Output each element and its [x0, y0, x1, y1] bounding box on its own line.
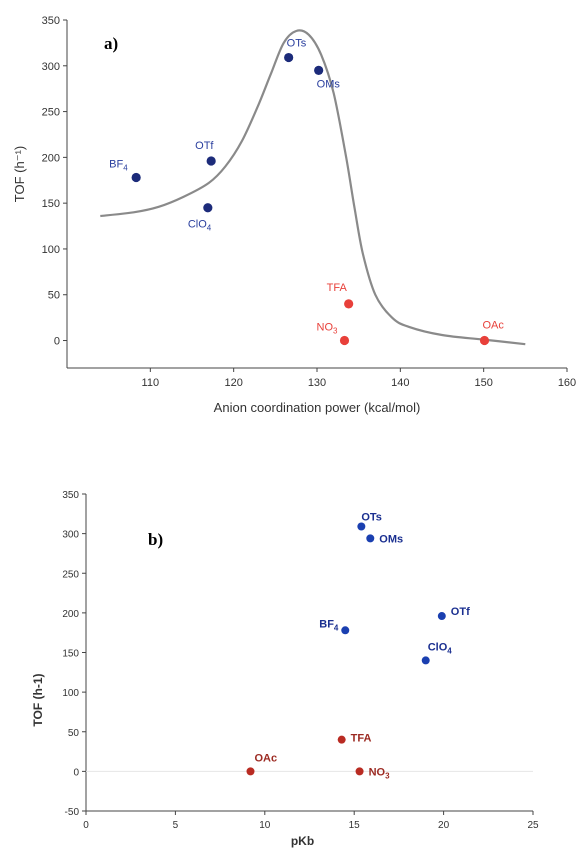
- b-y-tick-label: 300: [62, 530, 79, 541]
- a-point-label-oac: OAc: [483, 320, 505, 332]
- b-point-label-otf: OTf: [451, 606, 470, 618]
- a-x-tick-label: 150: [474, 377, 492, 389]
- b-point-label-bf4: BF4: [319, 618, 339, 632]
- a-x-tick-label: 160: [558, 377, 576, 389]
- b-point-bf4: [341, 626, 350, 635]
- b-y-axis-title: TOF (h-1): [31, 673, 45, 726]
- a-point-label-text: TFA: [327, 282, 348, 294]
- a-point-bf4: [131, 172, 141, 183]
- b-y-tick-label: 350: [62, 490, 79, 501]
- a-point-label-text: OMs: [317, 78, 341, 90]
- b-y-tick-label: 50: [68, 728, 80, 739]
- b-y-tick-label: 200: [62, 609, 79, 620]
- b-point-label-text: OAc: [254, 752, 277, 764]
- b-y-tick-label: 150: [62, 649, 79, 660]
- b-point-label-oms: OMs: [379, 533, 403, 545]
- b-point-oms: [366, 534, 375, 543]
- b-point-tfa: [337, 735, 346, 744]
- b-point-label-oac: OAc: [254, 752, 277, 764]
- b-point-label-text: NO: [369, 766, 386, 778]
- a-point-label-tfa: TFA: [327, 282, 348, 294]
- a-panel-label: a): [104, 34, 118, 53]
- a-x-tick-label: 110: [142, 377, 160, 389]
- a-y-tick-label: 250: [42, 107, 60, 119]
- a-y-tick-label: 350: [42, 15, 60, 27]
- b-y-tick-label: 250: [62, 569, 79, 580]
- a-point-label-no3: NO3: [317, 322, 339, 336]
- a-y-tick-label: 0: [54, 336, 60, 348]
- b-point-label-text: BF: [319, 618, 334, 630]
- b-point-label-clo4: ClO4: [428, 641, 453, 655]
- a-point-label-otf: OTf: [195, 140, 214, 152]
- a-point-label-sub: 3: [333, 327, 338, 336]
- a-y-tick-label: 100: [42, 244, 60, 256]
- b-y-tick-label: 100: [62, 688, 79, 699]
- a-point-label-clo4: ClO4: [188, 219, 212, 233]
- b-point-label-no3: NO3: [369, 766, 391, 780]
- b-point-label-text: OMs: [379, 533, 403, 545]
- b-point-ots: [357, 522, 366, 531]
- a-y-tick-label: 300: [42, 61, 60, 73]
- b-x-axis-title: pKb: [291, 834, 314, 848]
- a-point-oac: [479, 335, 490, 346]
- a-point-label-ots: OTs: [287, 38, 307, 50]
- b-y-tick-label: 0: [73, 767, 79, 778]
- a-x-tick-label: 120: [224, 377, 242, 389]
- a-x-tick-label: 140: [391, 377, 409, 389]
- a-y-tick-label: 200: [42, 152, 60, 164]
- a-point-label-bf4: BF4: [109, 159, 128, 173]
- b-x-tick-label: 0: [83, 820, 89, 831]
- a-x-axis-title: Anion coordination power (kcal/mol): [214, 400, 421, 415]
- b-point-label-sub: 3: [385, 771, 390, 780]
- b-panel-label: b): [148, 530, 163, 549]
- b-point-label-text: OTs: [361, 511, 382, 523]
- a-y-axis-title: TOF (h⁻¹): [12, 146, 27, 202]
- a-point-clo4: [203, 203, 213, 213]
- a-fit-curve: [100, 29, 526, 346]
- a-y-tick-label: 150: [42, 198, 60, 210]
- a-point-label-sub: 4: [207, 224, 212, 233]
- a-point-label-text: OAc: [483, 320, 505, 332]
- a-point-label-text: NO: [317, 322, 334, 334]
- a-point-ots: [284, 52, 294, 63]
- b-point-label-sub: 4: [447, 646, 452, 655]
- a-point-label-text: ClO: [188, 219, 207, 231]
- a-point-label-sub: 4: [123, 164, 128, 173]
- b-point-label-ots: OTs: [361, 511, 382, 523]
- a-point-tfa: [344, 299, 354, 309]
- b-point-clo4: [421, 656, 430, 665]
- a-point-oms: [314, 65, 324, 75]
- b-point-label-tfa: TFA: [351, 733, 372, 745]
- b-x-tick-label: 25: [527, 820, 539, 831]
- a-y-tick-label: 50: [48, 290, 60, 302]
- a-point-label-text: OTs: [287, 38, 307, 50]
- b-point-label-text: OTf: [451, 606, 470, 618]
- a-point-label-text: BF: [109, 159, 123, 171]
- a-x-tick-label: 130: [308, 377, 326, 389]
- b-point-label-text: TFA: [351, 733, 372, 745]
- b-point-label-text: ClO: [428, 641, 448, 653]
- a-point-label-text: OTf: [195, 140, 214, 152]
- b-point-oac: [246, 767, 255, 776]
- b-point-otf: [437, 612, 446, 621]
- b-point-no3: [355, 767, 364, 776]
- b-x-tick-label: 20: [438, 820, 450, 831]
- b-x-tick-label: 5: [173, 820, 179, 831]
- b-point-label-sub: 4: [334, 623, 339, 632]
- b-y-tick-label: -50: [65, 807, 80, 818]
- b-x-tick-label: 15: [349, 820, 361, 831]
- a-point-label-oms: OMs: [317, 78, 341, 90]
- a-point-no3: [339, 335, 350, 346]
- b-x-tick-label: 10: [259, 820, 271, 831]
- a-point-otf: [206, 156, 216, 166]
